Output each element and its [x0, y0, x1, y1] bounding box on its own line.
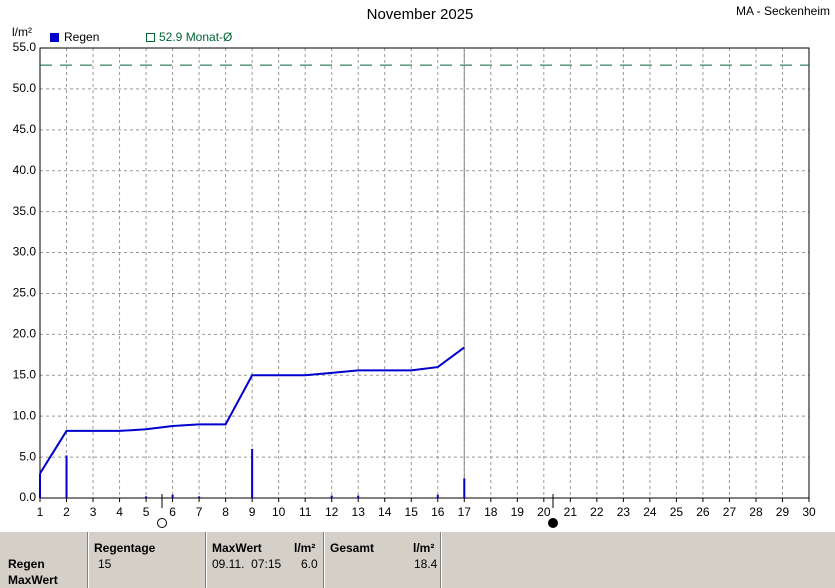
x-tick-label: 9: [249, 505, 256, 519]
y-tick-label: 45.0: [13, 122, 37, 136]
bar: [463, 478, 466, 498]
legend-swatch: [146, 33, 155, 42]
legend-label: 52.9 Monat-Ø: [159, 30, 232, 44]
bar: [251, 448, 254, 498]
x-tick-label: 10: [272, 505, 286, 519]
date: 09.11. 07:15: [212, 557, 282, 571]
station: MA - Seckenheim: [736, 4, 830, 18]
unit: l/m²: [294, 541, 316, 555]
x-tick-label: 8: [222, 505, 229, 519]
value: 6.0: [301, 557, 318, 571]
separator: [323, 532, 325, 588]
bar: [330, 495, 333, 498]
moon-icon: [548, 518, 558, 528]
x-tick-label: 4: [116, 505, 123, 519]
x-tick-label: 15: [405, 505, 419, 519]
y-axis-label: l/m²: [12, 25, 32, 39]
x-tick-label: 12: [325, 505, 339, 519]
value: 18.4: [414, 557, 438, 571]
x-tick-label: 21: [564, 505, 578, 519]
chart-title: November 2025: [367, 6, 474, 23]
y-tick-label: 40.0: [13, 163, 37, 177]
y-tick-label: 15.0: [13, 367, 37, 381]
bar: [171, 494, 174, 498]
y-tick-label: 35.0: [13, 204, 37, 218]
y-tick-label: 10.0: [13, 408, 37, 422]
moon-icon: [157, 518, 167, 528]
separator: [440, 532, 442, 588]
x-tick-label: 11: [299, 505, 312, 519]
legend-label: Regen: [64, 30, 99, 44]
bar: [145, 496, 148, 498]
header: Regentage: [94, 541, 156, 555]
y-tick-label: 30.0: [13, 245, 37, 259]
x-tick-label: 28: [749, 505, 763, 519]
row-label: Regen: [8, 557, 45, 571]
x-tick-label: 7: [196, 505, 203, 519]
x-tick-label: 17: [458, 505, 472, 519]
x-tick-label: 16: [431, 505, 445, 519]
header: MaxWert: [212, 541, 262, 555]
x-tick-label: 27: [723, 505, 737, 519]
row-label: MaxWert: [8, 573, 58, 587]
x-tick-label: 2: [63, 505, 70, 519]
header: Gesamt: [330, 541, 375, 555]
x-tick-label: 13: [352, 505, 366, 519]
plot-frame: [39, 47, 810, 499]
y-tick-label: 55.0: [13, 40, 37, 54]
x-tick-label: 18: [484, 505, 498, 519]
chart: November 2025 MA - Seckenheim l/m² Regen…: [12, 4, 830, 528]
unit: l/m²: [413, 541, 435, 555]
x-tick-label: 5: [143, 505, 150, 519]
legend-swatch: [50, 33, 59, 42]
bar: [357, 495, 360, 498]
x-tick-label: 1: [37, 505, 44, 519]
y-tick-label: 0.0: [19, 490, 36, 504]
x-tick-label: 14: [378, 505, 392, 519]
summary-panel: Regen MaxWert Regentage 15 MaxWert l/m² …: [0, 532, 835, 588]
x-tick-label: 19: [511, 505, 525, 519]
x-tick-label: 22: [590, 505, 604, 519]
separator: [205, 532, 207, 588]
x-tick-label: 20: [537, 505, 551, 519]
bar: [65, 455, 68, 498]
x-tick-label: 26: [696, 505, 710, 519]
x-tick-label: 30: [802, 505, 816, 519]
x-tick-label: 25: [670, 505, 684, 519]
x-tick-label: 3: [90, 505, 97, 519]
y-tick-label: 20.0: [13, 327, 37, 341]
y-tick-label: 25.0: [13, 286, 37, 300]
bar: [39, 473, 41, 498]
x-tick-label: 24: [643, 505, 657, 519]
separator: [87, 532, 89, 588]
bar: [436, 494, 439, 498]
value: 15: [98, 557, 112, 571]
x-tick-label: 23: [617, 505, 631, 519]
x-tick-label: 29: [776, 505, 790, 519]
y-tick-label: 50.0: [13, 81, 37, 95]
x-tick-label: 6: [169, 505, 176, 519]
y-tick-label: 5.0: [19, 449, 36, 463]
bar: [198, 496, 201, 498]
cumulative-line: [39, 346, 465, 474]
